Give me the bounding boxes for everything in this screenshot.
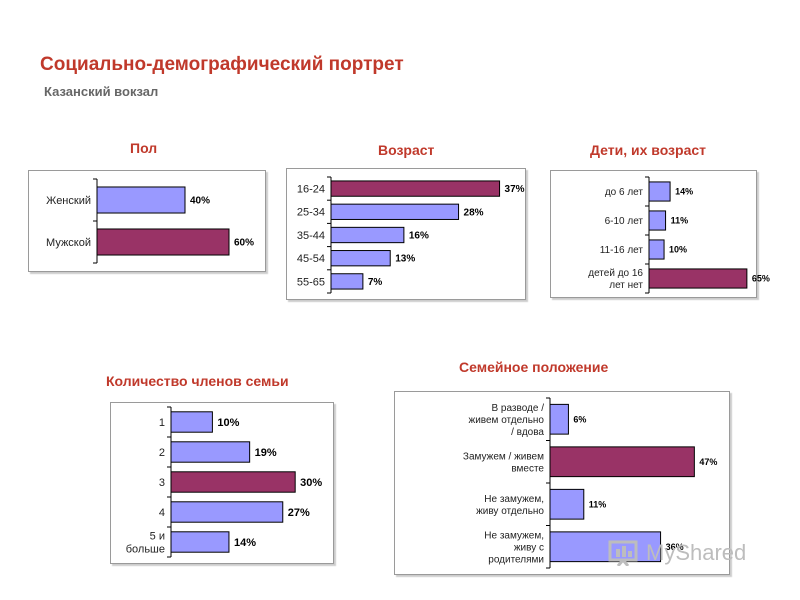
chart-svg-family-size: 1 10% 2 19% 3 30% 4 27% 5 и больше 14% <box>126 406 322 558</box>
bar <box>330 273 364 290</box>
value-label: 10% <box>217 417 239 429</box>
value-label: 65% <box>752 274 770 284</box>
presentation-icon <box>608 540 638 567</box>
watermark-text: MyShared <box>646 540 747 565</box>
bar <box>170 441 251 463</box>
category-label: 55-65 <box>297 276 325 288</box>
category-label: Не замужем, живу отдельно <box>476 494 544 517</box>
value-label: 11% <box>671 216 689 226</box>
category-label: 6-10 лет <box>605 216 644 227</box>
bar <box>170 411 213 433</box>
value-label: 60% <box>234 238 254 249</box>
page-subtitle: Казанский вокзал <box>44 84 159 99</box>
chart-family-size: 1 10% 2 19% 3 30% 4 27% 5 и больше 14% <box>110 402 334 564</box>
category-label: детей до 16 лет нет <box>588 268 643 291</box>
category-label: 3 <box>159 477 165 489</box>
chart-title-marital: Семейное положение <box>459 359 609 375</box>
chart-title-gender: Пол <box>130 140 158 156</box>
category-label: Не замужем, живу с родителями <box>484 530 544 565</box>
bar <box>549 403 569 435</box>
bar <box>96 186 186 214</box>
chart-svg-children: до 6 лет 14% 6-10 лет 11% 11-16 лет 10% детей … <box>588 176 770 294</box>
bar <box>648 239 665 260</box>
bar <box>330 180 501 197</box>
category-label: 5 и больше <box>126 530 165 555</box>
value-label: 47% <box>699 457 717 467</box>
value-label: 40% <box>190 196 210 207</box>
value-label: 14% <box>675 187 693 197</box>
category-label: Замужем / живем вместе <box>463 451 545 474</box>
bar <box>170 471 296 493</box>
bar <box>330 203 460 220</box>
category-label: до 6 лет <box>605 187 644 198</box>
bar <box>170 501 284 523</box>
value-label: 16% <box>409 231 429 242</box>
category-label: Женский <box>46 195 91 207</box>
value-label: 10% <box>669 245 687 255</box>
bar <box>549 488 585 520</box>
bar <box>549 531 662 563</box>
chart-title-children: Дети, их возраст <box>590 142 706 158</box>
chart-title-age: Возраст <box>378 142 435 158</box>
value-label: 6% <box>573 414 586 424</box>
chart-svg-gender: Женский 40% Мужской 60% <box>46 178 254 264</box>
category-label: В разводе / живем отдельно / вдова <box>469 403 545 438</box>
value-label: 11% <box>589 499 607 509</box>
chart-svg-age: 16-24 37% 25-34 28% 35-44 16% 45-54 13% 55-65 7% <box>297 176 525 294</box>
bar <box>330 250 391 267</box>
watermark-logo: MyShared <box>608 536 768 570</box>
category-label: 11-16 лет <box>600 245 644 256</box>
value-label: 37% <box>505 184 525 195</box>
category-label: 2 <box>159 447 165 459</box>
value-label: 7% <box>368 277 383 288</box>
category-label: Мужской <box>46 237 91 249</box>
value-label: 14% <box>234 537 256 549</box>
category-label: 25-34 <box>297 207 325 219</box>
chart-children: до 6 лет 14% 6-10 лет 11% 11-16 лет 10% детей … <box>550 170 770 298</box>
chart-age: 16-24 37% 25-34 28% 35-44 16% 45-54 13% 55-65 7% <box>286 168 526 300</box>
category-label: 45-54 <box>297 253 325 265</box>
value-label: 27% <box>288 507 310 519</box>
chart-marital: В разводе / живем отдельно / вдова 6% Замуже… <box>394 391 730 575</box>
chart-gender: Женский 40% Мужской 60% <box>28 170 266 272</box>
chart-svg-marital: В разводе / живем отдельно / вдова 6% Замуже… <box>463 397 717 569</box>
page-title: Социально-демографический портрет <box>40 54 404 75</box>
value-label: 19% <box>255 447 277 459</box>
value-label: 13% <box>395 254 415 265</box>
category-label: 16-24 <box>297 183 325 195</box>
value-label: 36% <box>666 542 684 552</box>
value-label: 30% <box>300 477 322 489</box>
bar <box>648 268 748 289</box>
category-label: 35-44 <box>297 230 325 242</box>
value-label: 28% <box>464 207 484 218</box>
bar <box>648 210 667 231</box>
category-label: 1 <box>159 417 165 429</box>
bar <box>330 226 405 244</box>
category-label: 4 <box>159 507 165 519</box>
bar <box>96 228 230 256</box>
bar <box>170 531 230 553</box>
bar <box>648 181 671 202</box>
chart-title-family-size: Количество членов семьи <box>106 373 289 389</box>
bar <box>549 446 695 478</box>
